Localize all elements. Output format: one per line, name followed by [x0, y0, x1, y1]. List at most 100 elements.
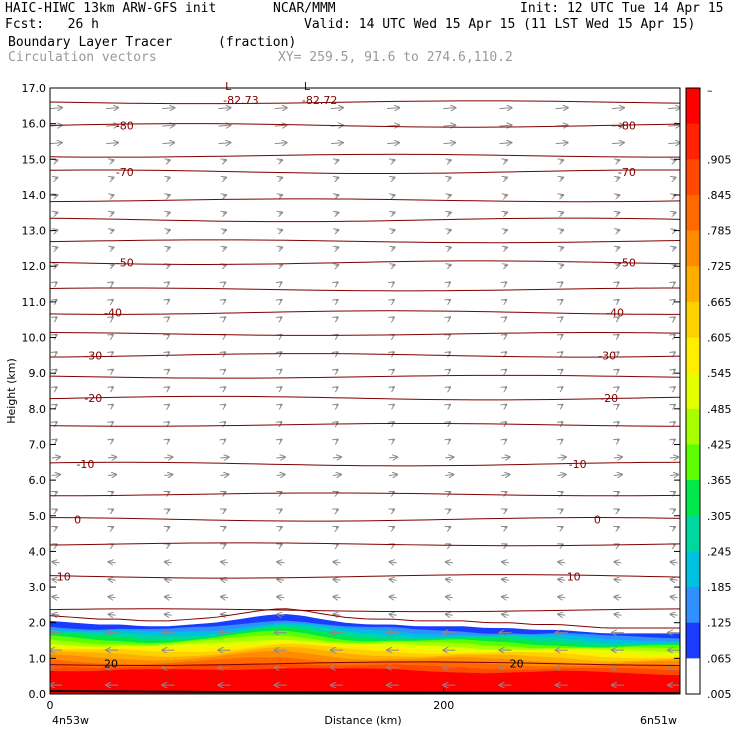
circulation-vector	[673, 492, 675, 493]
circulation-vector	[111, 282, 113, 283]
circulation-vector	[504, 509, 506, 510]
tracer-field	[50, 614, 680, 694]
circulation-vector	[561, 527, 563, 528]
colorbar-frame	[685, 87, 701, 695]
circulation-vector	[501, 457, 509, 458]
circulation-vector	[223, 230, 226, 231]
circulation-vector	[279, 160, 282, 161]
circulation-vector	[616, 178, 619, 179]
circulation-vector	[671, 614, 678, 615]
circulation-vector	[279, 265, 282, 266]
circulation-vector	[445, 474, 453, 475]
circulation-vector	[387, 125, 399, 126]
circulation-vector	[392, 405, 394, 406]
circulation-vector	[274, 108, 287, 109]
circulation-vector	[111, 492, 113, 493]
colorbar-label: .605	[707, 332, 732, 345]
cross-section-coords: XY= 259.5, 91.6 to 274.6,110.2	[278, 50, 513, 65]
circulation-vector	[392, 300, 394, 301]
circulation-vector	[673, 178, 676, 179]
contour-label: 0	[594, 513, 601, 526]
colorbar-swatch	[686, 373, 700, 410]
circulation-vector	[220, 474, 228, 475]
circulation-vector	[336, 317, 338, 318]
circulation-vector	[392, 352, 394, 353]
temperature-contour	[50, 574, 680, 579]
colorbar-swatch	[686, 194, 700, 232]
colorbar-label: .065	[707, 652, 732, 665]
circulation-vector	[504, 178, 507, 179]
circulation-vector	[336, 405, 338, 406]
circulation-vector	[54, 178, 57, 179]
x-axis-label: Distance (km)	[324, 714, 401, 727]
circulation-vector	[168, 440, 170, 441]
circulation-vector	[276, 474, 285, 475]
y-tick-label: 7.0	[29, 438, 47, 451]
colorbar-swatch	[686, 551, 700, 588]
temperature-contour	[50, 422, 680, 427]
circulation-vector	[224, 492, 226, 493]
temperature-contours	[50, 100, 680, 666]
circulation-vector	[336, 422, 338, 423]
circulation-vector	[109, 562, 116, 563]
circulation-vector	[392, 387, 394, 388]
circulation-vector	[280, 527, 282, 528]
temperature-contour	[50, 395, 680, 401]
contour-label: -80	[116, 119, 134, 132]
y-tick-label: 8.0	[29, 403, 47, 416]
circulation-vector	[274, 125, 287, 126]
circulation-vector	[167, 492, 169, 493]
circulation-vector	[392, 230, 395, 231]
circulation-vector	[504, 230, 507, 231]
circulation-vector	[616, 160, 619, 161]
circulation-vector	[276, 457, 285, 458]
circulation-vector	[167, 247, 170, 248]
circulation-vector	[617, 527, 619, 528]
circulation-vector	[499, 108, 511, 109]
circulation-vector	[111, 230, 114, 231]
circulation-vector	[277, 597, 285, 598]
circulation-vector	[332, 457, 341, 458]
y-tick-label: 6.0	[29, 474, 47, 487]
colorbar-label: .845	[707, 189, 732, 202]
low-markers: L-82.73L-82.72	[223, 80, 337, 107]
circulation-vector	[111, 300, 113, 301]
circulation-vector	[505, 300, 507, 301]
circulation-vector	[111, 405, 113, 406]
circulation-vector	[54, 247, 57, 248]
circulation-vector	[673, 422, 675, 423]
low-symbol: L	[225, 80, 232, 93]
circulation-vector	[617, 440, 619, 441]
circulation-vector	[392, 195, 395, 196]
colorbar-swatch	[686, 123, 700, 160]
circulation-vector	[502, 562, 510, 563]
circulation-vector	[561, 352, 563, 353]
circulation-vector	[561, 440, 563, 441]
colorbar-label: .005	[707, 688, 732, 701]
circulation-vector	[673, 282, 675, 283]
circulation-vector	[335, 178, 338, 179]
circulation-vector	[614, 579, 622, 580]
circulation-vector	[392, 282, 394, 283]
circulation-vector	[617, 387, 619, 388]
circulation-vector	[336, 527, 338, 528]
colorbar-swatch	[686, 444, 700, 481]
circulation-vector	[221, 579, 229, 580]
x-axis: 0 200	[47, 688, 454, 712]
temperature-contour	[50, 461, 680, 467]
circulation-vector	[165, 597, 172, 598]
circulation-vector	[670, 474, 678, 475]
circulation-vector	[109, 614, 116, 615]
circulation-vector	[505, 405, 507, 406]
circulation-vector	[392, 247, 395, 248]
circulation-vector	[109, 579, 116, 580]
circulation-vector	[448, 160, 451, 161]
circulation-vector	[560, 212, 563, 213]
circulation-vector	[224, 527, 226, 528]
circulation-vector	[224, 282, 226, 283]
circulation-vector	[392, 527, 394, 528]
circulation-vector	[505, 282, 507, 283]
circulation-vector	[614, 562, 622, 563]
circulation-vector	[673, 405, 675, 406]
circulation-vector	[560, 195, 563, 196]
